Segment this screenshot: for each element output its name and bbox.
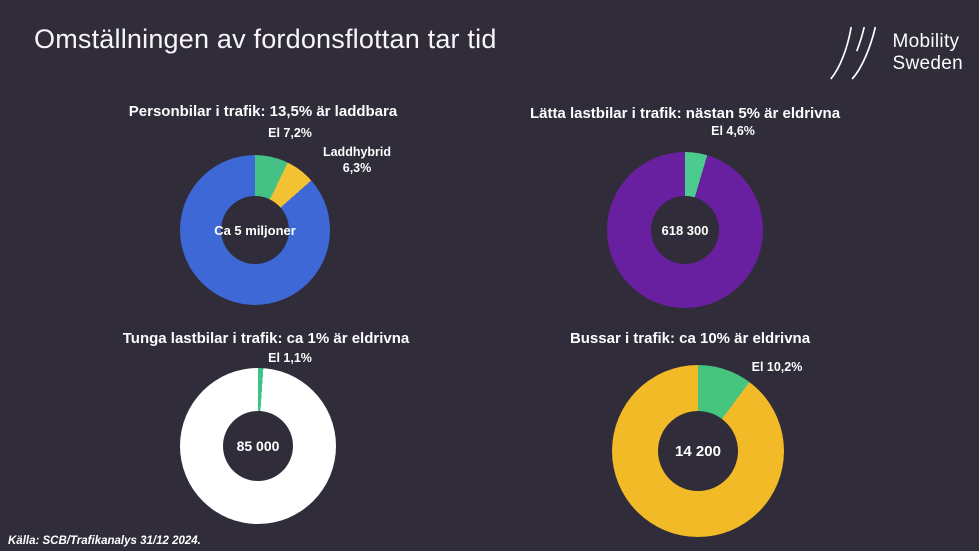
double-slash-icon: [828, 24, 880, 82]
logo-line2: Sweden: [892, 53, 963, 74]
donut-hole: 618 300: [651, 196, 719, 264]
slice-label-el: El 1,1%: [268, 351, 312, 365]
donut-ring-tunga-lastbilar: 85 000: [180, 368, 336, 524]
donut-ring-latta-lastbilar: 618 300: [607, 152, 763, 308]
donut-center-label: 14 200: [675, 442, 721, 460]
donut-ring-bussar: 14 200: [612, 365, 784, 537]
donut-center-label: 618 300: [661, 222, 709, 238]
chart-title-tunga-lastbilar: Tunga lastbilar i trafik: ca 1% är eldri…: [122, 330, 410, 347]
chart-title-latta-lastbilar: Lätta lastbilar i trafik: nästan 5% är e…: [529, 105, 841, 122]
donut-hole: Ca 5 miljoner: [214, 196, 296, 264]
source-note: Källa: SCB/Trafikanalys 31/12 2024.: [8, 535, 201, 547]
logo-line1: Mobility: [892, 30, 960, 52]
chart-title-bussar: Bussar i trafik: ca 10% är eldrivna: [569, 330, 811, 347]
donut-center-label: 85 000: [236, 438, 280, 454]
donut-center-label: Ca 5 miljoner: [214, 222, 296, 238]
mobility-sweden-logo: Mobility Sweden: [828, 24, 963, 82]
donut-hole: 14 200: [658, 411, 738, 491]
donut-hole: 85 000: [223, 411, 293, 481]
slice-label-el: El 4,6%: [711, 124, 755, 138]
slice-label-el: El 7,2%: [268, 126, 312, 140]
chart-title-personbilar: Personbilar i trafik: 13,5% är laddbara: [128, 103, 398, 120]
donut-ring-personbilar: Ca 5 miljoner: [180, 155, 330, 305]
logo-text: Mobility Sweden: [893, 31, 963, 76]
slice-label-laddhybrid: Laddhybrid 6,3%: [322, 145, 392, 175]
slice-label-el: El 10,2%: [751, 360, 803, 374]
page-title: Omställningen av fordonsflottan tar tid: [34, 24, 497, 54]
